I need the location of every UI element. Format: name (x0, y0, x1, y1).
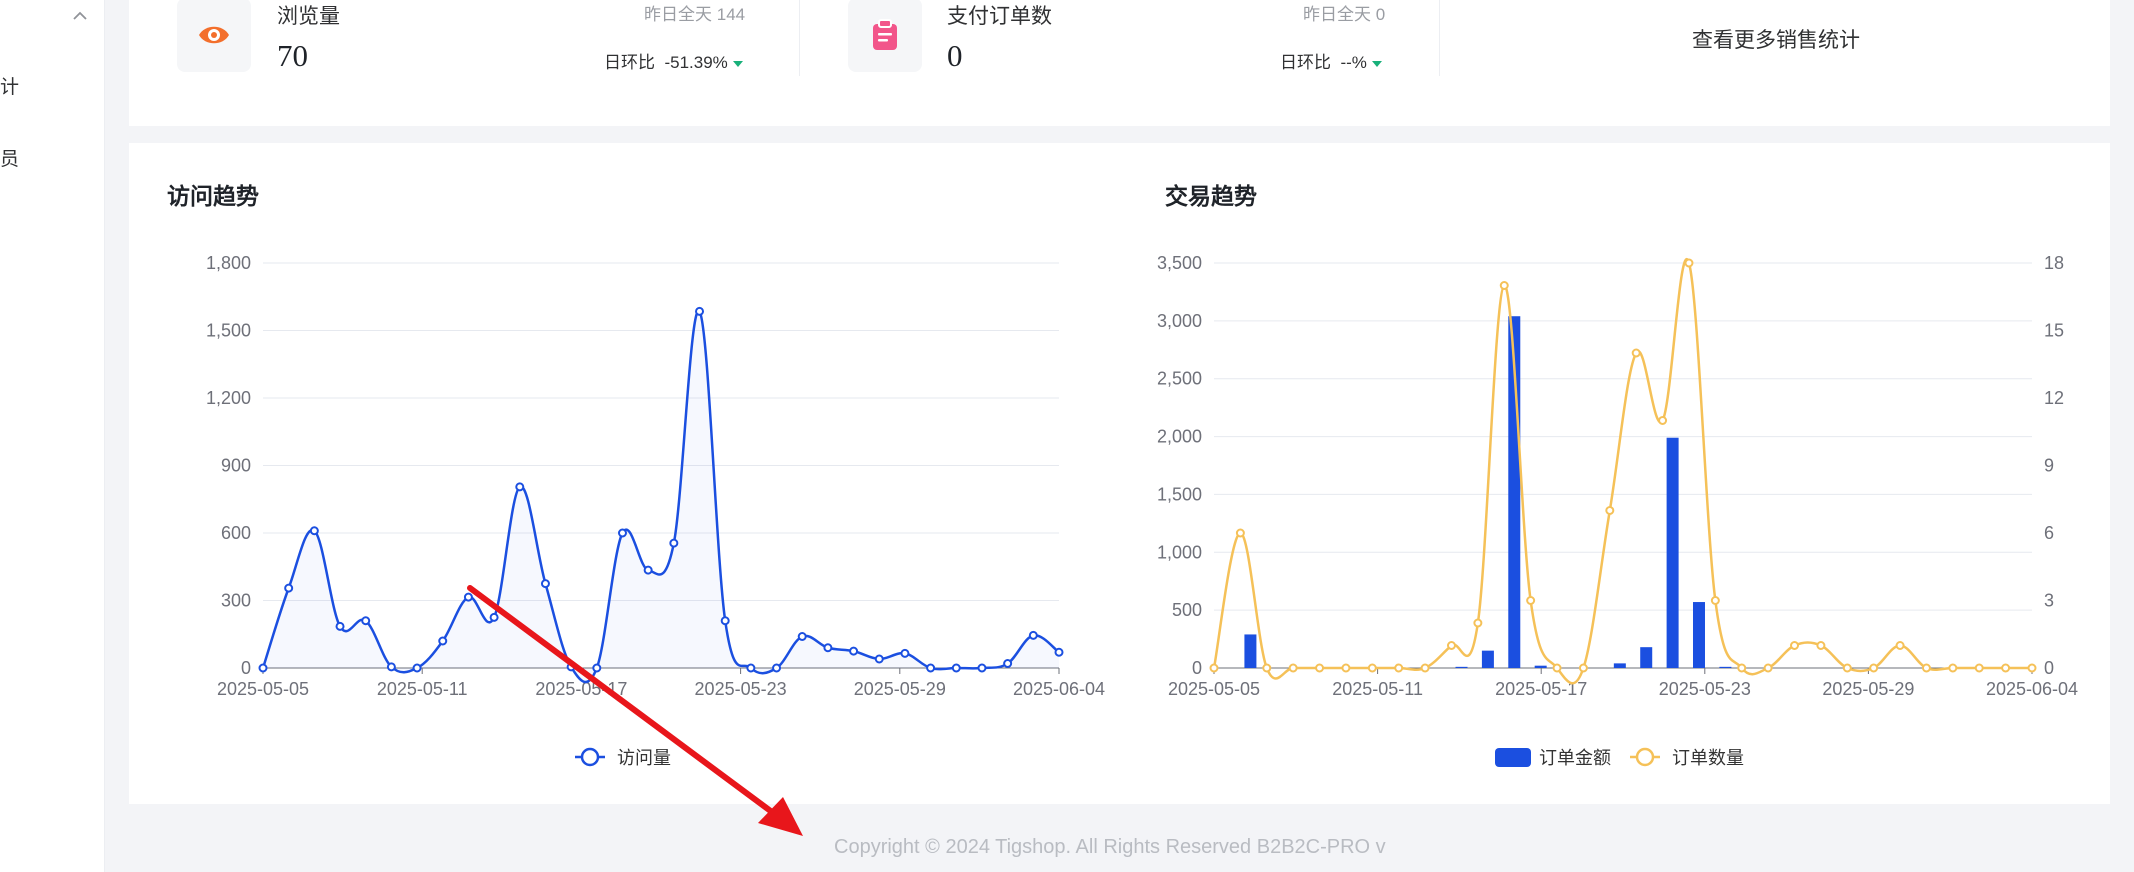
clipboard-icon (870, 19, 900, 51)
orders-label: 支付订单数 (947, 0, 1052, 30)
orders-yesterday: 昨日全天 0 (1303, 0, 1385, 25)
footer-copyright: Copyright © 2024 Tigshop. All Rights Res… (834, 836, 1386, 859)
divider (799, 0, 800, 76)
views-value: 70 (277, 38, 308, 74)
visit-chart-title: 访问趋势 (167, 177, 259, 211)
stat-card-orders (848, 0, 922, 72)
stats-panel: 浏览量 70 昨日全天 144 日环比 -51.39% 支付订单数 0 昨日全天… (129, 0, 2110, 126)
orders-yesterday-label: 昨日全天 (1303, 5, 1371, 24)
views-compare: 日环比 -51.39% (604, 48, 743, 73)
views-compare-label: 日环比 (604, 53, 655, 72)
trend-down-icon (733, 61, 743, 67)
orders-compare-value: --% (1340, 53, 1366, 72)
sidebar-item-stats[interactable]: 计 (0, 72, 19, 99)
trend-down-icon (1372, 61, 1382, 67)
orders-yesterday-value: 0 (1376, 5, 1385, 24)
trade-chart-title: 交易趋势 (1165, 177, 1257, 211)
views-label: 浏览量 (277, 0, 340, 30)
views-yesterday-value: 144 (717, 5, 745, 24)
orders-compare: 日环比 --% (1280, 48, 1382, 73)
views-yesterday-label: 昨日全天 (644, 5, 712, 24)
stat-card-views (177, 0, 251, 72)
orders-value: 0 (947, 38, 963, 74)
views-yesterday: 昨日全天 144 (644, 0, 745, 25)
sidebar: 计 员 (0, 0, 105, 872)
orders-compare-label: 日环比 (1280, 53, 1331, 72)
more-sales-stats-link[interactable]: 查看更多销售统计 (1692, 24, 1860, 54)
views-compare-value: -51.39% (664, 53, 727, 72)
divider (1439, 0, 1440, 76)
charts-panel: 访问趋势 交易趋势 (129, 143, 2110, 804)
sidebar-item-members[interactable]: 员 (0, 144, 19, 171)
eye-icon (197, 18, 231, 52)
chevron-up-icon[interactable] (70, 6, 90, 26)
